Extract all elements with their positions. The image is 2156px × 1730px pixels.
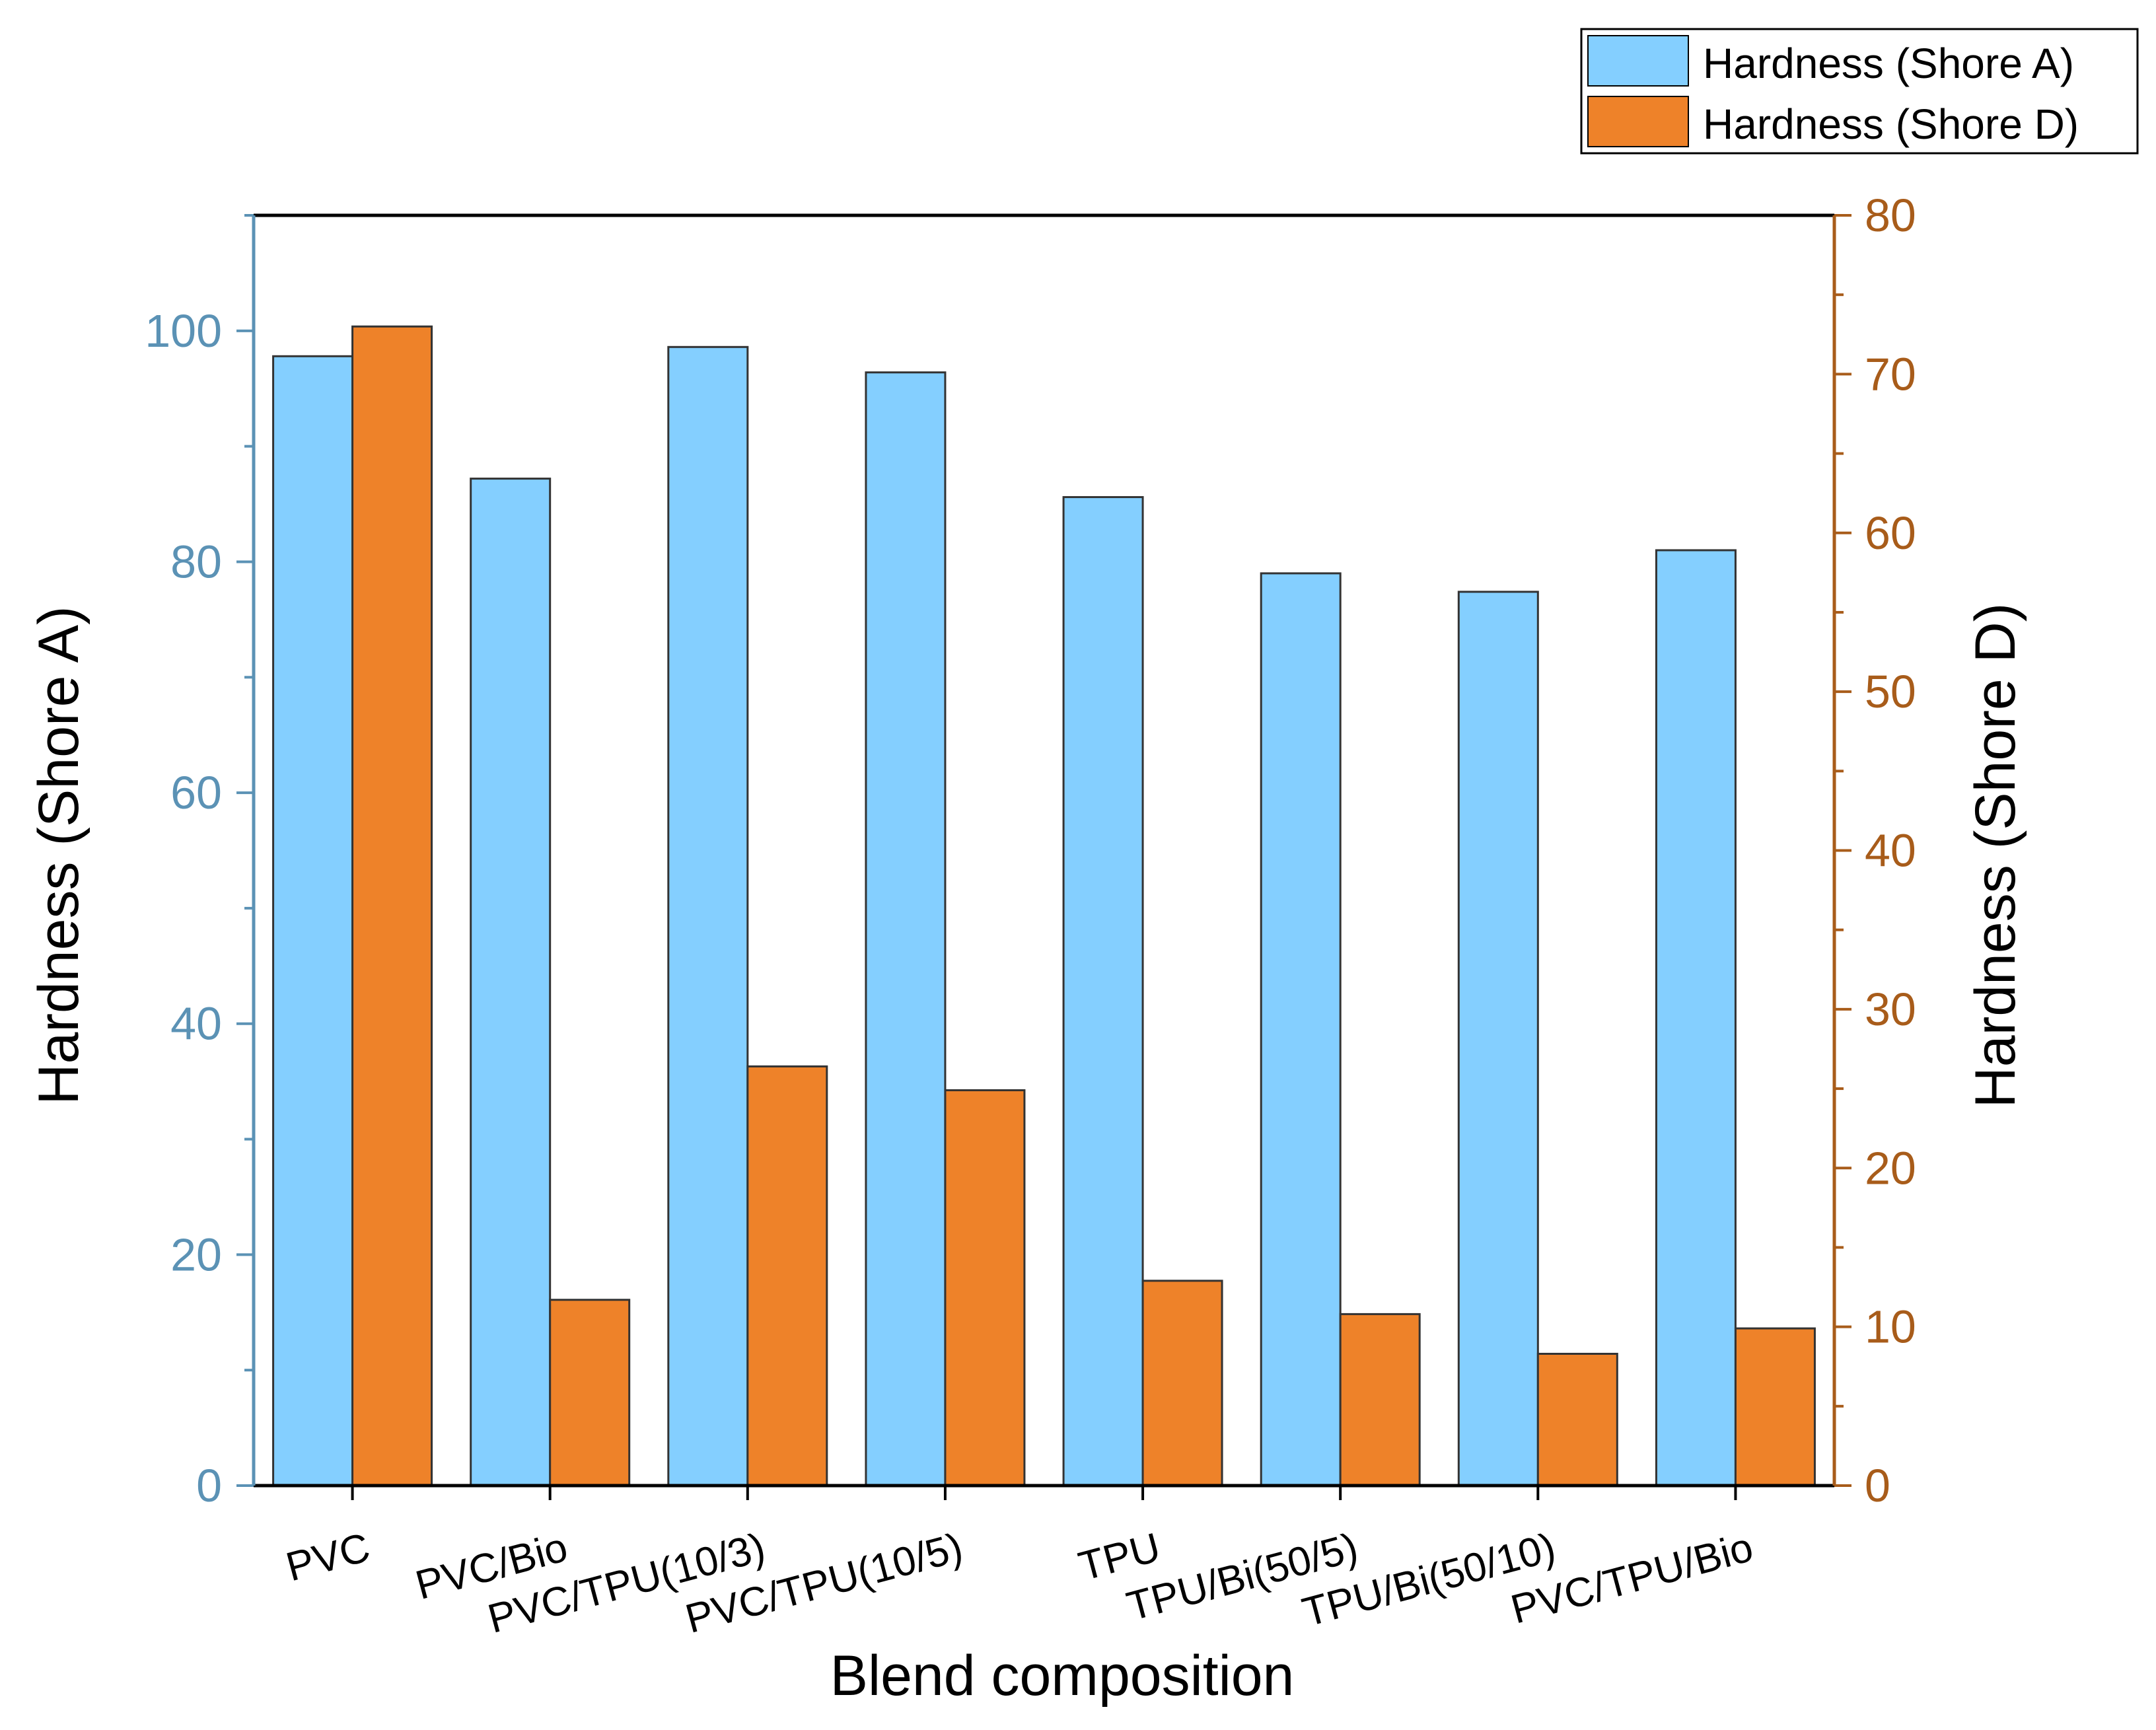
bar-shore-a-pvc-tpu-bio (1655, 549, 1737, 1487)
plot-frame (254, 213, 1834, 1488)
legend-label-shore-a: Hardness (Shore A) (1703, 40, 2074, 87)
x-axis-title: Blend composition (830, 1644, 1295, 1708)
right-axis: 0 10 20 30 40 50 60 70 80 (1832, 190, 1916, 1511)
left-tick-label-80: 80 (170, 536, 222, 587)
y-axis-title-right: Hardness (Shore D) (1964, 603, 2027, 1108)
bars-layer (272, 325, 1816, 1487)
bar-shore-d-pvc-tpu-bio (1734, 1327, 1816, 1487)
bar-shore-a-pvc-tpu-10-5 (865, 371, 947, 1487)
right-tick-label-80: 80 (1865, 190, 1916, 241)
bar-shore-d-tpu (1141, 1279, 1223, 1487)
right-tick-label-60: 60 (1865, 507, 1916, 559)
bar-shore-a-pvc (272, 355, 354, 1487)
legend-label-shore-d: Hardness (Shore D) (1703, 100, 2079, 148)
right-tick-label-40: 40 (1865, 825, 1916, 877)
left-tick-label-60: 60 (170, 767, 222, 818)
legend-swatch-shore-d (1587, 96, 1689, 147)
bar-shore-d-tpu-bi-50-10 (1536, 1352, 1618, 1487)
bar-shore-d-pvc-tpu-10-3 (746, 1065, 828, 1487)
bar-shore-a-tpu-bi-50-5 (1260, 572, 1342, 1487)
bar-shore-a-tpu-bi-50-10 (1457, 591, 1539, 1487)
right-tick-label-20: 20 (1865, 1142, 1916, 1194)
legend: Hardness (Shore A) Hardness (Shore D) (1580, 28, 2139, 155)
left-axis: 0 20 40 60 80 100 (145, 214, 256, 1511)
legend-swatch-shore-a (1587, 35, 1689, 87)
right-tick-label-10: 10 (1865, 1301, 1916, 1353)
left-tick-label-20: 20 (170, 1229, 222, 1280)
right-tick-label-70: 70 (1865, 348, 1916, 400)
left-tick-label-40: 40 (170, 998, 222, 1050)
right-tick-label-50: 50 (1865, 666, 1916, 717)
right-tick-label-30: 30 (1865, 984, 1916, 1035)
right-tick-label-0: 0 (1865, 1460, 1890, 1511)
bar-shore-d-pvc-bio (549, 1299, 631, 1487)
bar-shore-a-pvc-tpu-10-3 (667, 345, 749, 1487)
bar-shore-d-tpu-bi-50-5 (1339, 1313, 1421, 1487)
bar-shore-d-pvc (351, 325, 433, 1487)
bar-shore-a-tpu (1062, 496, 1144, 1487)
left-tick-label-100: 100 (145, 305, 222, 357)
y-axis-title-left: Hardness (Shore A) (27, 606, 90, 1104)
bar-shore-a-pvc-bio (470, 478, 552, 1487)
bar-shore-d-pvc-tpu-10-5 (944, 1089, 1026, 1487)
left-tick-label-0: 0 (196, 1460, 222, 1511)
